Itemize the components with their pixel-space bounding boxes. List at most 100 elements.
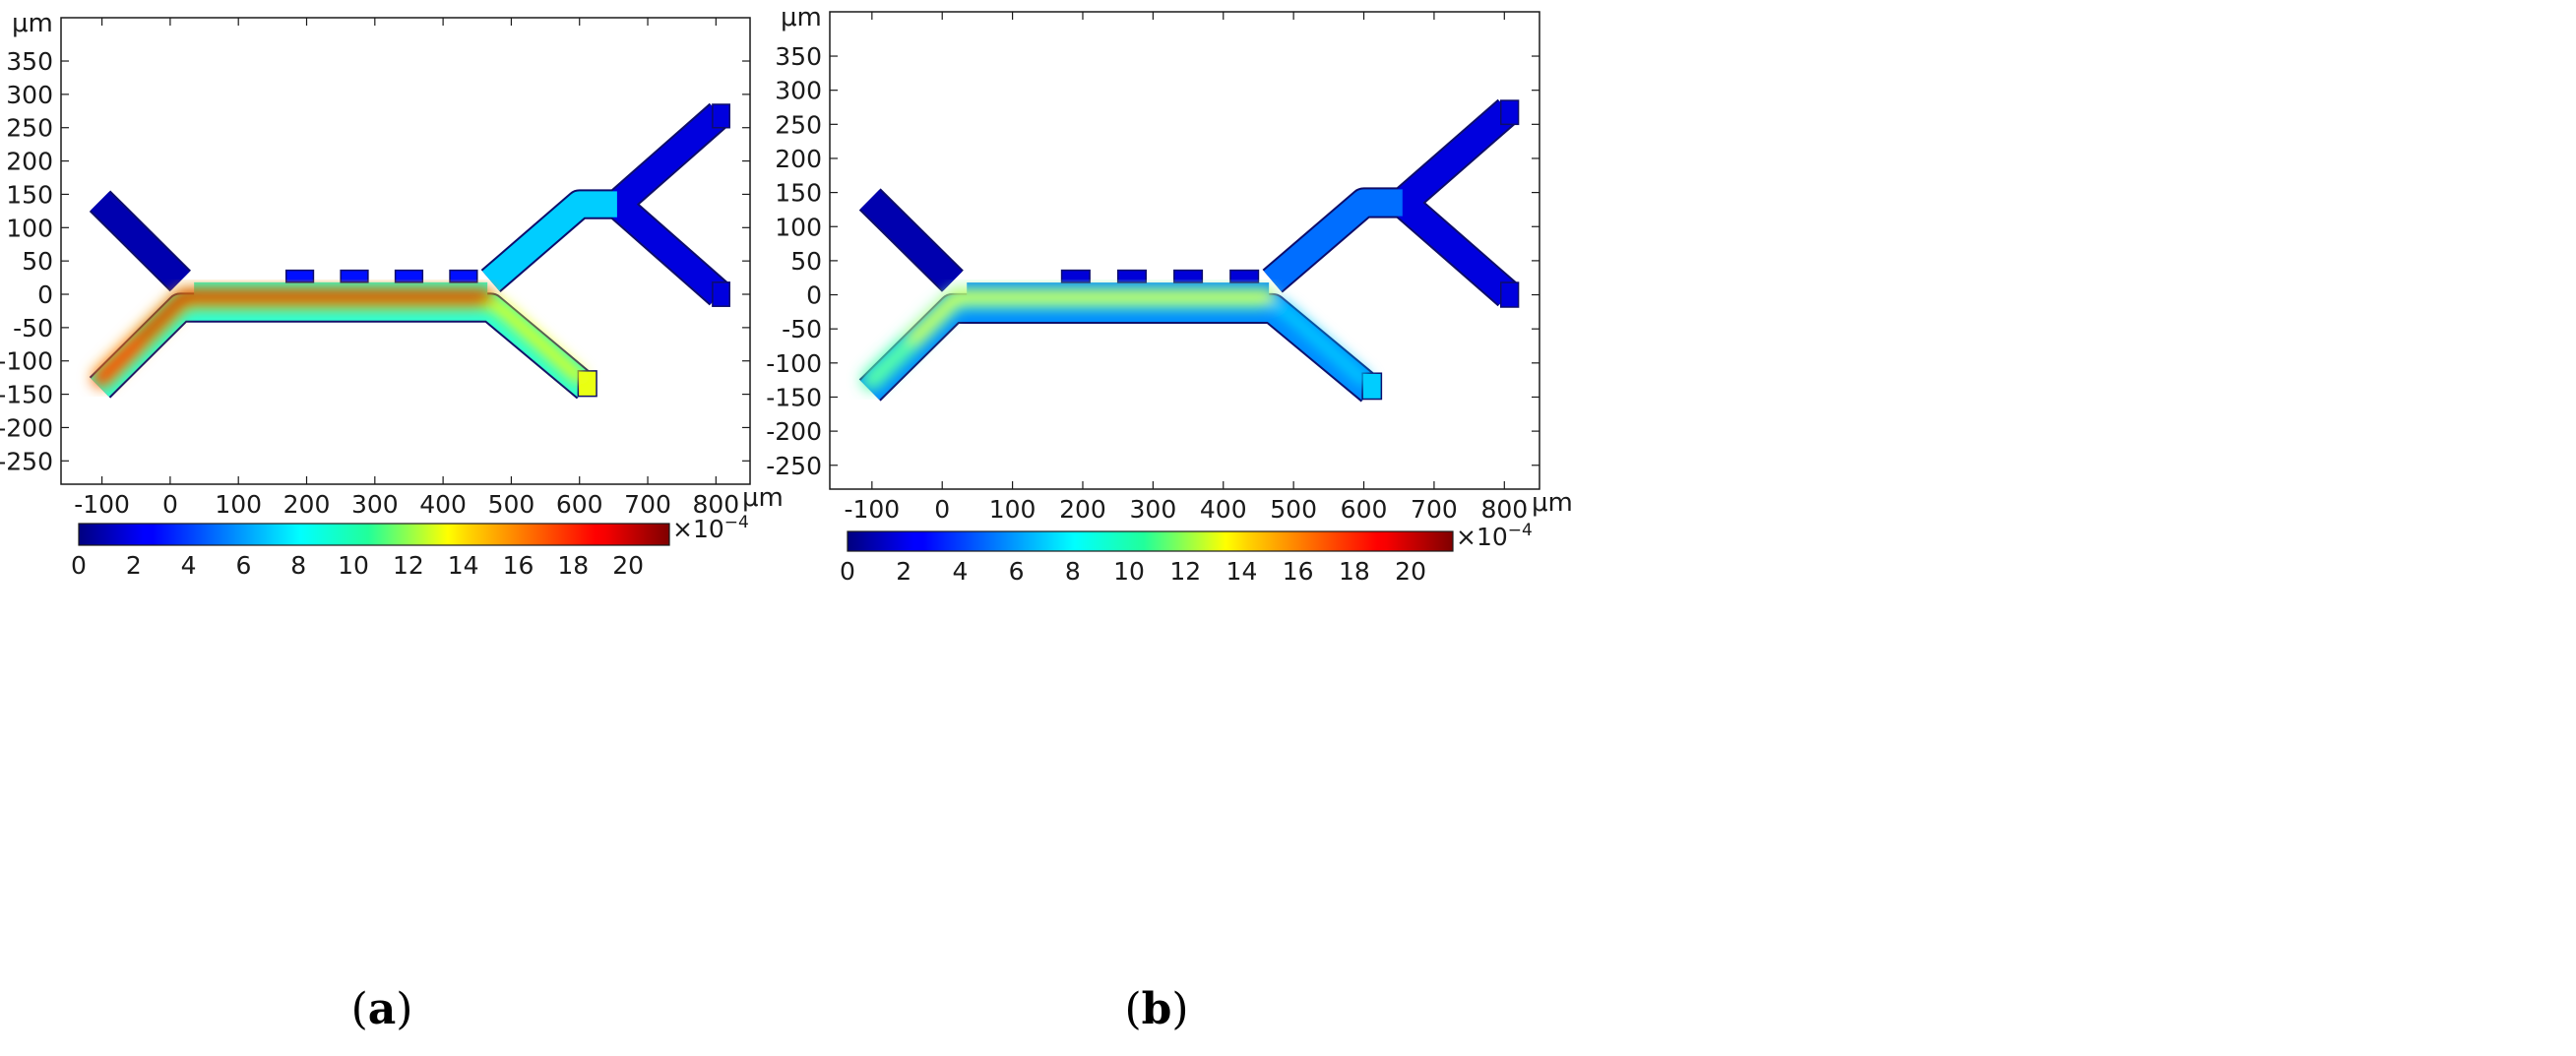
- outlet-cap-middle: [1499, 281, 1520, 308]
- colorbar-gradient: [78, 523, 670, 546]
- side-chamber-4: [449, 269, 478, 283]
- colorbar-tick-label: 2: [896, 557, 911, 586]
- side-chamber-1: [1060, 269, 1091, 283]
- x-tick-label: 400: [1200, 495, 1247, 524]
- colorbar-tick-label: 2: [126, 551, 142, 580]
- outlet-cap-top: [1499, 99, 1520, 126]
- x-tick-label: 100: [989, 495, 1037, 524]
- plot-area: [60, 17, 751, 485]
- y-tick-label: -100: [0, 347, 53, 376]
- colorbar-tick-label: 18: [557, 551, 589, 580]
- x-unit-label: μm: [1532, 488, 1573, 518]
- y-tick-label: -50: [782, 315, 822, 343]
- y-tick-label: 50: [22, 247, 53, 276]
- colorbar: 0 2 4 6 8 10 12 14 16 18 20 ×10−4: [840, 521, 1533, 586]
- colorbar: 0 2 4 6 8 10 12 14 16 18 20 ×10−4: [71, 513, 749, 580]
- microchannel-geometry: [858, 98, 1520, 403]
- colorbar-tick-label: 0: [840, 557, 855, 586]
- split-branch: [1263, 189, 1403, 291]
- side-chamber-2: [1116, 269, 1147, 283]
- colorbar-tick-label: 20: [612, 551, 644, 580]
- outlet-stream: [1258, 291, 1371, 387]
- y-tick-label: 0: [37, 280, 53, 309]
- y-tick-label: 150: [775, 179, 822, 208]
- x-tick-label: 800: [692, 490, 739, 519]
- axes: -100 0 100 200 300 400 500 600 700 800-250-200-15…: [0, 9, 784, 519]
- x-tick-label: 200: [1059, 495, 1106, 524]
- outlet-cap-top: [712, 103, 730, 129]
- y-tick-label: 250: [775, 110, 822, 139]
- y-tick-label: -50: [13, 314, 53, 342]
- split-branch: [481, 191, 617, 291]
- side-chamber-3: [1173, 269, 1204, 283]
- x-tick-label: 700: [1411, 495, 1458, 524]
- y-tick-label: -100: [766, 349, 822, 378]
- side-chamber-3: [394, 269, 424, 283]
- side-chamber-1: [284, 269, 315, 283]
- left-upper-inlet: [860, 189, 963, 291]
- colorbar-exponent: −4: [1508, 521, 1533, 540]
- y-unit-label: μm: [12, 9, 53, 38]
- x-tick-label: 200: [283, 490, 331, 519]
- x-tick-label: -100: [844, 495, 900, 524]
- caption-letter: b: [1142, 984, 1172, 1034]
- colorbar-multiplier: ×10−4: [1456, 521, 1533, 551]
- y-tick-label: 200: [6, 148, 53, 176]
- y-tick-label: 300: [775, 77, 822, 105]
- y-tick-label: 350: [775, 42, 822, 71]
- y-tick-label: 0: [806, 281, 822, 310]
- x-unit-label: μm: [742, 483, 784, 513]
- outlet-cap-middle: [712, 281, 730, 307]
- caption-open: (: [1124, 984, 1141, 1034]
- inlet-stream: [93, 338, 143, 387]
- y-tick-label: -150: [766, 383, 822, 411]
- y-tick-label: 50: [790, 247, 822, 276]
- colorbar-exponent: −4: [724, 513, 749, 532]
- x-tick-label: -100: [74, 490, 130, 519]
- y-tick-label: 100: [775, 213, 822, 241]
- x-tick-label: 0: [162, 490, 178, 519]
- x-tick-label: 500: [488, 490, 535, 519]
- y-tick-label: 200: [775, 145, 822, 173]
- outlet-stream: [477, 290, 587, 385]
- y-tick-label: 300: [6, 81, 53, 109]
- x-tick-label: 0: [934, 495, 950, 524]
- panel-caption: (b): [1124, 984, 1188, 1034]
- y-tick-label: 100: [6, 214, 53, 242]
- inlet-stream: [862, 339, 914, 389]
- colorbar-tick-label: 16: [503, 551, 534, 580]
- y-tick-label: -150: [0, 381, 53, 409]
- colorbar-tick-label: 6: [235, 551, 251, 580]
- panel-caption: (a): [351, 984, 413, 1034]
- x-tick-label: 100: [215, 490, 262, 519]
- colorbar-tick-label: 14: [448, 551, 479, 580]
- y-tick-label: 150: [6, 180, 53, 209]
- x-tick-label: 300: [1130, 495, 1177, 524]
- x-tick-label: 700: [624, 490, 671, 519]
- y-tick-label: -200: [766, 417, 822, 446]
- colorbar-multiplier: ×10−4: [672, 513, 749, 543]
- x-tick-label: 400: [419, 490, 467, 519]
- x-tick-label: 800: [1480, 495, 1528, 524]
- colorbar-tick-label: 14: [1226, 557, 1258, 586]
- y-tick-label: -250: [766, 452, 822, 480]
- x-tick-label: 300: [351, 490, 399, 519]
- caption-close: ): [396, 984, 412, 1034]
- x-tick-label: 600: [1341, 495, 1388, 524]
- side-chamber-4: [1229, 269, 1260, 283]
- caption-close: ): [1171, 984, 1188, 1034]
- y-unit-label: μm: [781, 3, 822, 32]
- colorbar-gradient: [847, 530, 1454, 552]
- x-tick-label: 500: [1270, 495, 1317, 524]
- y-tick-label: -200: [0, 413, 53, 442]
- colorbar-tick-label: 10: [338, 551, 369, 580]
- y-tick-label: -250: [0, 447, 53, 475]
- y-tick-label: 250: [6, 114, 53, 143]
- microchannel-geometry: [89, 102, 730, 400]
- colorbar-tick-label: 4: [181, 551, 197, 580]
- axes: -100 0 100 200 300 400 500 600 700 800-250-200-15…: [766, 3, 1573, 524]
- left-upper-inlet: [91, 191, 190, 290]
- colorbar-tick-label: 8: [1065, 557, 1081, 586]
- colorbar-tick-label: 0: [71, 551, 87, 580]
